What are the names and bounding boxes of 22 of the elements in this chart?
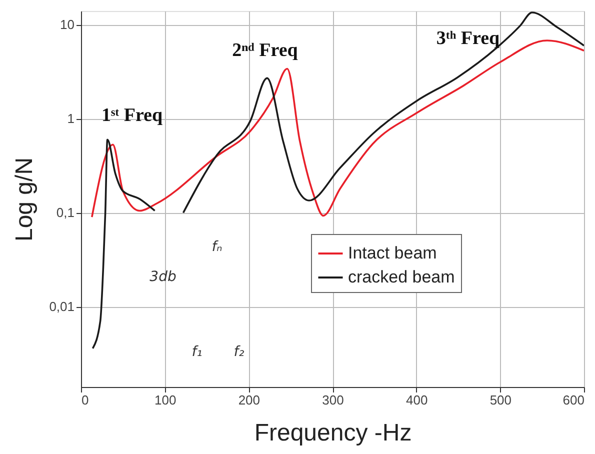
x-tick-label: 500 <box>490 392 512 408</box>
x-axis-title: Frequency -Hz <box>254 420 412 446</box>
x-tick-label: 400 <box>406 392 428 408</box>
legend-label: cracked beam <box>348 268 455 286</box>
annotation: 2ⁿᵈ Freq <box>232 40 298 61</box>
y-axis-title: Log g/N <box>11 157 38 242</box>
x-tick-label: 200 <box>238 392 260 408</box>
x-tick-label: 0 <box>82 392 89 408</box>
y-tick-label: 0,01 <box>49 299 74 314</box>
x-tick-label: 100 <box>154 392 176 408</box>
x-tick-label: 600 <box>562 392 584 408</box>
y-tick-label: 0,1 <box>56 205 74 220</box>
legend-label: Intact beam <box>348 244 437 262</box>
x-tick-label: 300 <box>322 392 344 408</box>
annotation: 3ᵗʰ Freq <box>436 28 500 49</box>
annotation: 1ˢᵗ Freq <box>101 105 163 126</box>
annotation: f₁ <box>192 344 202 360</box>
annotation: fₙ <box>212 239 223 255</box>
annotation: 3db <box>150 269 176 285</box>
y-tick-label: 10 <box>60 17 74 32</box>
annotation: f₂ <box>234 344 245 360</box>
y-tick-label: 1 <box>67 111 74 126</box>
